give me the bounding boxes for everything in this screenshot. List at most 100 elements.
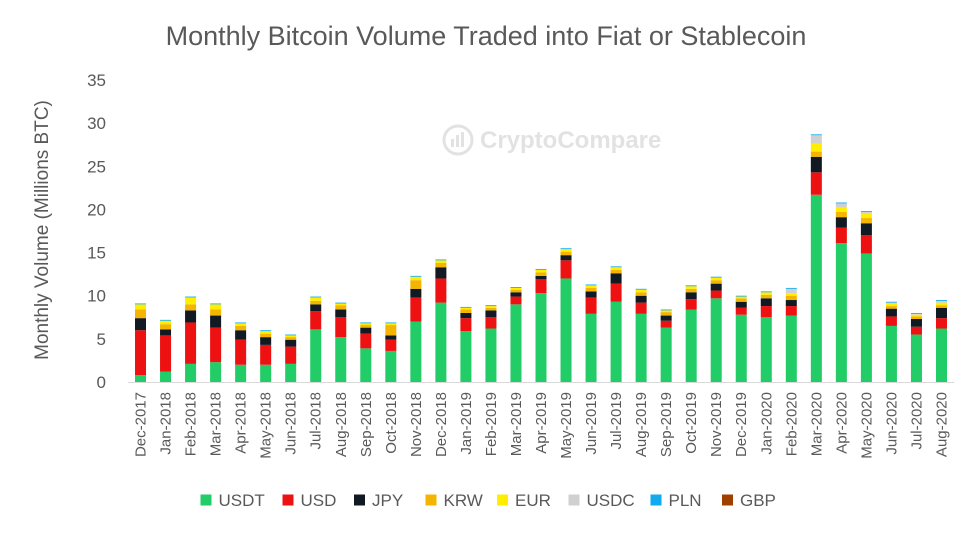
bar-segment-usdt-may-2018 — [260, 364, 272, 382]
bar-segment-usdt-may-2019 — [560, 278, 572, 382]
bar-segment-krw-mar-2018 — [210, 309, 222, 316]
bar-segment-eur-may-2019 — [560, 249, 572, 252]
bar-segment-pln-jun-2019 — [585, 284, 597, 286]
x-tick-label: Dec-2018 — [433, 392, 450, 457]
legend-item-pln: PLN — [650, 491, 702, 510]
x-tick-label: Aug-2019 — [633, 392, 650, 457]
y-axis-ticks: 0 5 10 15 20 25 30 35 — [87, 71, 106, 392]
bar-segment-usdc-aug-2020 — [935, 300, 947, 303]
x-tick-label: Sep-2019 — [658, 392, 675, 457]
bar-segment-eur-jul-2020 — [910, 314, 922, 317]
bar-segment-usdt-jan-2019 — [460, 331, 472, 382]
bar-segment-pln-jun-2018 — [285, 334, 297, 336]
bar-segment-eur-jul-2019 — [610, 267, 622, 270]
bar-segment-usdt-jan-2018 — [160, 371, 172, 382]
bar-segment-eur-mar-2018 — [210, 304, 222, 310]
y-tick-label: 15 — [87, 244, 106, 263]
bar-segment-usd-jan-2018 — [160, 335, 172, 372]
bar-segment-usdt-mar-2019 — [510, 304, 522, 382]
bar-segment-krw-oct-2019 — [685, 288, 697, 293]
x-tick-label: Feb-2018 — [183, 392, 200, 456]
legend-swatch — [200, 494, 212, 506]
legend-label: USDT — [219, 491, 265, 510]
bar-segment-usd-jul-2020 — [910, 326, 922, 335]
bar-segment-krw-mar-2019 — [510, 289, 522, 293]
bar-segment-krw-dec-2017 — [135, 309, 147, 319]
bar-segment-usdc-jun-2020 — [885, 302, 897, 304]
bar-segment-eur-dec-2018 — [435, 260, 447, 263]
x-tick-label: Jan-2019 — [458, 392, 475, 455]
bar-segment-krw-sep-2019 — [660, 312, 672, 316]
bar-segment-jpy-dec-2019 — [735, 301, 747, 308]
bar-segment-eur-jan-2020 — [760, 292, 772, 295]
legend-swatch — [282, 494, 294, 506]
x-tick-label: Oct-2019 — [683, 392, 700, 454]
legend-swatch — [354, 494, 365, 506]
y-tick-label: 0 — [97, 373, 106, 392]
bar-segment-usd-dec-2017 — [135, 330, 147, 376]
x-tick-label: Aug-2020 — [933, 392, 950, 457]
bar-segment-usd-apr-2019 — [535, 279, 547, 294]
bar-segment-eur-feb-2020 — [785, 293, 797, 296]
bar-segment-pln-apr-2019 — [535, 268, 547, 270]
bar-segment-jpy-jul-2019 — [610, 273, 622, 284]
bar-segment-eur-aug-2018 — [335, 303, 347, 306]
bar-segment-pln-mar-2020 — [810, 134, 822, 136]
bar-segment-usd-may-2020 — [860, 235, 872, 254]
x-tick-label: Jan-2020 — [758, 392, 775, 455]
bar-segment-usdc-feb-2020 — [785, 288, 797, 294]
bar-segment-pln-feb-2019 — [485, 305, 497, 307]
bar-segment-usdc-jul-2020 — [910, 313, 922, 315]
bar-segment-usdt-dec-2019 — [735, 314, 747, 382]
bar-segment-pln-sep-2018 — [360, 322, 372, 324]
bar-segment-jpy-jul-2020 — [910, 319, 922, 327]
legend: USDT USD JPY KRW EUR USDC PLN GBP — [200, 491, 776, 510]
bar-segment-usd-jun-2019 — [585, 297, 597, 314]
bar-segment-usdt-mar-2020 — [810, 194, 822, 382]
bar-segment-usd-nov-2018 — [410, 297, 422, 322]
bar-segment-jpy-may-2019 — [560, 255, 572, 261]
bar-segment-usdt-nov-2019 — [710, 298, 722, 382]
legend-label: EUR — [515, 491, 551, 510]
bar-segment-usdc-apr-2020 — [835, 203, 847, 208]
bar-segment-usdt-oct-2018 — [385, 350, 397, 382]
bar-segment-pln-jan-2019 — [460, 306, 472, 308]
x-tick-label: Mar-2019 — [508, 392, 525, 456]
bar-segment-usdt-jul-2018 — [310, 329, 322, 382]
bar-segment-krw-may-2020 — [860, 218, 872, 224]
legend-item-usd: USD — [282, 491, 336, 510]
bar-segment-krw-feb-2018 — [185, 304, 197, 311]
bar-segment-pln-oct-2018 — [385, 322, 397, 324]
bar-segment-jpy-sep-2019 — [660, 315, 672, 321]
bar-segment-jpy-sep-2018 — [360, 327, 372, 334]
bar-segment-usd-jan-2019 — [460, 318, 472, 332]
bar-segment-usdt-jul-2020 — [910, 334, 922, 382]
bar-segment-usdt-jun-2020 — [885, 325, 897, 382]
bar-segment-eur-mar-2020 — [810, 143, 822, 152]
bar-segment-krw-dec-2018 — [435, 262, 447, 268]
bar-segment-usdt-jun-2018 — [285, 363, 297, 382]
bar-segment-krw-aug-2018 — [335, 305, 347, 310]
bar-segment-krw-may-2018 — [260, 333, 272, 338]
bar-segment-usd-feb-2019 — [485, 317, 497, 329]
bar-segment-usd-apr-2018 — [235, 339, 247, 365]
bar-segment-usd-jun-2020 — [885, 316, 897, 326]
bar-segment-pln-nov-2019 — [710, 276, 722, 278]
bar-segment-krw-jun-2020 — [885, 306, 897, 309]
legend-swatch — [650, 494, 662, 506]
bar-segment-usdt-may-2020 — [860, 253, 872, 382]
bar-segment-pln-aug-2019 — [635, 288, 647, 290]
bar-segment-jpy-jun-2019 — [585, 291, 597, 298]
legend-label: PLN — [669, 491, 702, 510]
bar-segment-usd-sep-2019 — [660, 320, 672, 328]
x-tick-label: Jun-2019 — [583, 392, 600, 455]
legend-swatch — [497, 494, 508, 506]
bar-segment-usd-jul-2018 — [310, 311, 322, 330]
bar-segment-jpy-apr-2018 — [235, 330, 247, 340]
bar-segment-jpy-oct-2019 — [685, 292, 697, 300]
bar-segment-pln-mar-2019 — [510, 287, 522, 288]
bar-segment-eur-aug-2020 — [935, 302, 947, 306]
x-tick-label: May-2019 — [558, 392, 575, 459]
bar-segment-krw-aug-2020 — [935, 305, 947, 308]
